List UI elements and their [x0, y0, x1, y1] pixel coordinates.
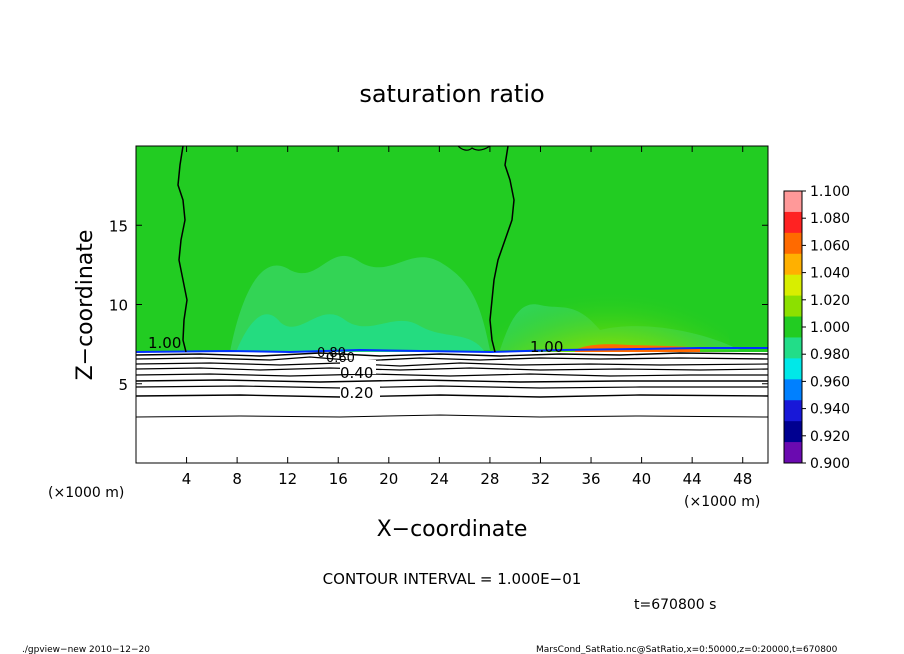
colorbar-label: 1.060	[810, 238, 850, 254]
colorbar-label: 0.940	[810, 402, 850, 418]
contour-0-60	[136, 367, 768, 371]
x-unit-label: (×1000 m)	[684, 494, 760, 510]
colorbar-label: 1.040	[810, 266, 850, 282]
saturation-boundary	[136, 347, 768, 354]
colorbar-swatch	[784, 379, 802, 401]
contour-1-00-left	[177, 146, 188, 353]
y-tick-label: 10	[109, 297, 128, 315]
contour-label: 0.20	[340, 384, 373, 402]
x-tick-label: 8	[232, 470, 242, 488]
colorbar-swatch	[784, 316, 802, 338]
contour-label: 0.80	[317, 346, 346, 361]
chart-title: saturation ratio	[359, 80, 544, 108]
x-tick-label: 36	[581, 470, 600, 488]
plot-area	[136, 146, 768, 463]
contour-0-10	[136, 414, 768, 418]
colorbar-swatch	[784, 253, 802, 276]
footer-right: MarsCond_SatRatio.nc@SatRatio,x=0:50000,…	[536, 645, 838, 654]
contour-labels: 1.00 0.80 0.60 0.40 0.20 1.00	[148, 334, 563, 402]
colorbar-swatch	[784, 295, 802, 318]
x-tick-label: 28	[480, 470, 499, 488]
colorbar-swatch	[784, 337, 802, 359]
y-unit-label: (×1000 m)	[48, 485, 124, 501]
y-axis: 5 10 15	[109, 217, 768, 394]
colorbar-label: 1.080	[810, 211, 850, 227]
x-tick-label: 32	[531, 470, 550, 488]
colorbar-label: 1.000	[810, 320, 850, 336]
colorbar-label: 0.960	[810, 374, 850, 390]
colorbar-label: 0.920	[810, 429, 850, 445]
colorbar-swatch	[784, 442, 802, 464]
x-tick-label: 4	[182, 470, 192, 488]
contour-0-30	[136, 385, 768, 389]
contour-1-00-top	[457, 146, 491, 151]
footer-left: ./gpview−new 2010−12−20	[22, 645, 150, 654]
contour-0-20	[136, 394, 768, 398]
colorbar-swatch	[784, 211, 802, 234]
colorbar-label: 1.020	[810, 293, 850, 309]
contour-near-boundary	[136, 352, 768, 357]
x-tick-label: 44	[683, 470, 702, 488]
contour-0-40	[136, 379, 768, 383]
colorbar-swatch	[784, 421, 802, 443]
x-tick-label: 40	[632, 470, 651, 488]
contour-0-50	[136, 373, 768, 377]
contour-label: 1.00	[530, 338, 563, 356]
colorbar-swatch	[784, 358, 802, 380]
colorbar-swatch	[784, 400, 802, 422]
contour-0-80	[136, 356, 768, 362]
colorbar-swatch	[784, 232, 802, 255]
colorbar-swatch	[784, 274, 802, 297]
time-text: t=670800 s	[634, 597, 716, 613]
contour-1-00-right	[489, 146, 515, 353]
x-axis-title: X−coordinate	[377, 517, 528, 542]
y-tick-label: 15	[109, 217, 128, 235]
x-tick-label: 48	[733, 470, 752, 488]
x-tick-label: 12	[278, 470, 297, 488]
lower-layer	[136, 352, 768, 463]
contour-label: 1.00	[148, 334, 181, 352]
contour-label: 0.40	[340, 364, 373, 382]
colorbar-label: 0.900	[810, 456, 850, 472]
colorbar: 1.100 1.080 1.060 1.040 1.020 1.000 0.980 0.960…	[783, 184, 850, 472]
x-tick-label: 24	[430, 470, 449, 488]
colorbar-label: 0.980	[810, 347, 850, 363]
colorbar-swatch	[784, 191, 802, 213]
convective-core	[236, 314, 485, 352]
contour-label: 0.60	[326, 351, 355, 366]
contour-0-70	[136, 362, 768, 367]
contour-interval-text: CONTOUR INTERVAL = 1.000E−01	[323, 570, 582, 588]
x-tick-label: 20	[379, 470, 398, 488]
y-axis-title: Z−coordinate	[73, 230, 98, 381]
x-tick-label: 16	[329, 470, 348, 488]
x-axis: 4 8 12 16 20 24 28 32 36 40 44 48	[182, 146, 752, 488]
y-tick-label: 5	[118, 376, 128, 394]
colorbar-label: 1.100	[810, 184, 850, 200]
